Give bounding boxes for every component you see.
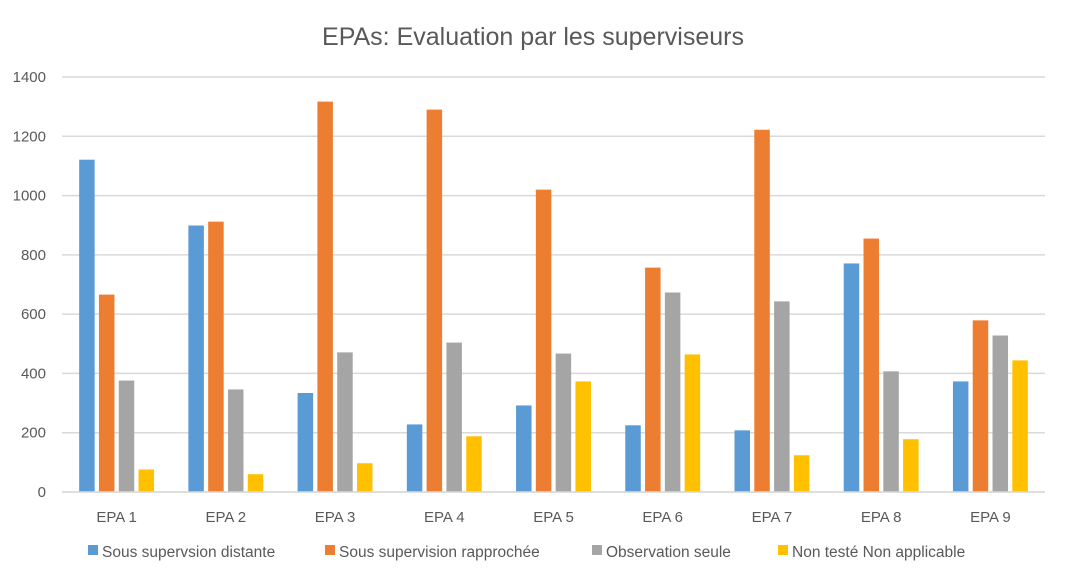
- bar-epa-4-series-3: [446, 342, 462, 492]
- legend-label: Observation seule: [606, 544, 731, 561]
- legend-swatch: [778, 545, 788, 555]
- bar-epa-6-series-3: [664, 292, 681, 492]
- legend-swatch: [325, 545, 335, 555]
- bar-epa-7-series-3: [774, 301, 790, 492]
- bar-epa-8-series-2: [863, 238, 880, 492]
- y-tick-label: 1200: [13, 128, 46, 145]
- bar-epa-1-series-2: [98, 294, 115, 492]
- bar-epa-4-series-1: [406, 424, 423, 492]
- y-tick-label: 800: [21, 247, 46, 264]
- bar-epa-5-series-3: [555, 353, 572, 492]
- bar-epa-8-series-1: [843, 263, 860, 492]
- bar-epa-2-series-1: [188, 225, 204, 492]
- x-tick-label: EPA 6: [642, 509, 683, 526]
- y-tick-label: 600: [21, 306, 46, 323]
- legend-swatch: [592, 545, 602, 555]
- x-tick-label: EPA 5: [533, 509, 574, 526]
- bar-epa-1-series-3: [118, 380, 135, 492]
- bar-epa-9-series-4: [1012, 360, 1028, 492]
- x-tick-label: EPA 9: [970, 509, 1011, 526]
- x-tick-label: EPA 1: [96, 509, 137, 526]
- bar-epa-9-series-3: [992, 335, 1009, 492]
- chart-title: EPAs: Evaluation par les superviseurs: [322, 23, 744, 51]
- bar-epa-9-series-2: [972, 320, 989, 492]
- y-tick-label: 1400: [13, 69, 46, 86]
- x-axis-labels: EPA 1 EPA 2 EPA 3 EPA 4 EPA 5 EPA 6 EPA 7 EPA 8…: [96, 509, 1010, 526]
- x-tick-label: EPA 2: [206, 509, 247, 526]
- bar-epa-7-series-4: [793, 455, 810, 492]
- bar-epa-4-series-2: [426, 109, 443, 492]
- gridlines: [62, 76, 1045, 493]
- bar-epa-3-series-1: [297, 392, 314, 492]
- bar-epa-6-series-2: [645, 267, 661, 492]
- bar-epa-6-series-1: [625, 425, 641, 492]
- y-tick-label: 200: [21, 425, 46, 442]
- bar-epa-4-series-4: [466, 436, 482, 492]
- bar-epa-5-series-1: [516, 405, 532, 492]
- y-axis-ticks: 0 200 400 600 800 1000 1200 1400: [13, 69, 46, 501]
- bar-epa-3-series-4: [357, 463, 373, 492]
- y-tick-label: 1000: [13, 188, 46, 205]
- bar-epa-2-series-4: [247, 474, 264, 492]
- bar-epa-6-series-4: [684, 354, 701, 492]
- x-tick-label: EPA 3: [315, 509, 356, 526]
- legend-swatch: [88, 545, 98, 555]
- bar-epa-7-series-2: [754, 129, 770, 492]
- bar-epa-9-series-1: [952, 381, 969, 492]
- legend: Sous supervsion distante Sous supervision…: [88, 544, 965, 561]
- bar-epa-2-series-3: [227, 389, 244, 492]
- x-tick-label: EPA 7: [752, 509, 793, 526]
- bar-epa-3-series-3: [337, 352, 353, 492]
- bar-epa-1-series-4: [138, 469, 155, 492]
- bars: [62, 101, 1045, 493]
- bar-epa-1-series-1: [79, 159, 95, 493]
- bar-epa-5-series-2: [535, 189, 552, 492]
- x-tick-label: EPA 4: [424, 509, 465, 526]
- y-tick-label: 400: [21, 365, 46, 382]
- x-tick-label: EPA 8: [861, 509, 902, 526]
- bar-epa-2-series-2: [208, 221, 224, 492]
- legend-label: Sous supervsion distante: [102, 544, 275, 561]
- bar-epa-8-series-4: [903, 439, 919, 492]
- legend-label: Non testé Non applicable: [792, 544, 965, 561]
- bar-epa-5-series-4: [575, 381, 591, 492]
- bar-epa-8-series-3: [883, 371, 899, 492]
- y-tick-label: 0: [38, 484, 46, 501]
- bar-epa-3-series-2: [317, 101, 333, 492]
- bar-epa-7-series-1: [734, 430, 750, 492]
- legend-label: Sous supervision rapprochée: [339, 544, 540, 561]
